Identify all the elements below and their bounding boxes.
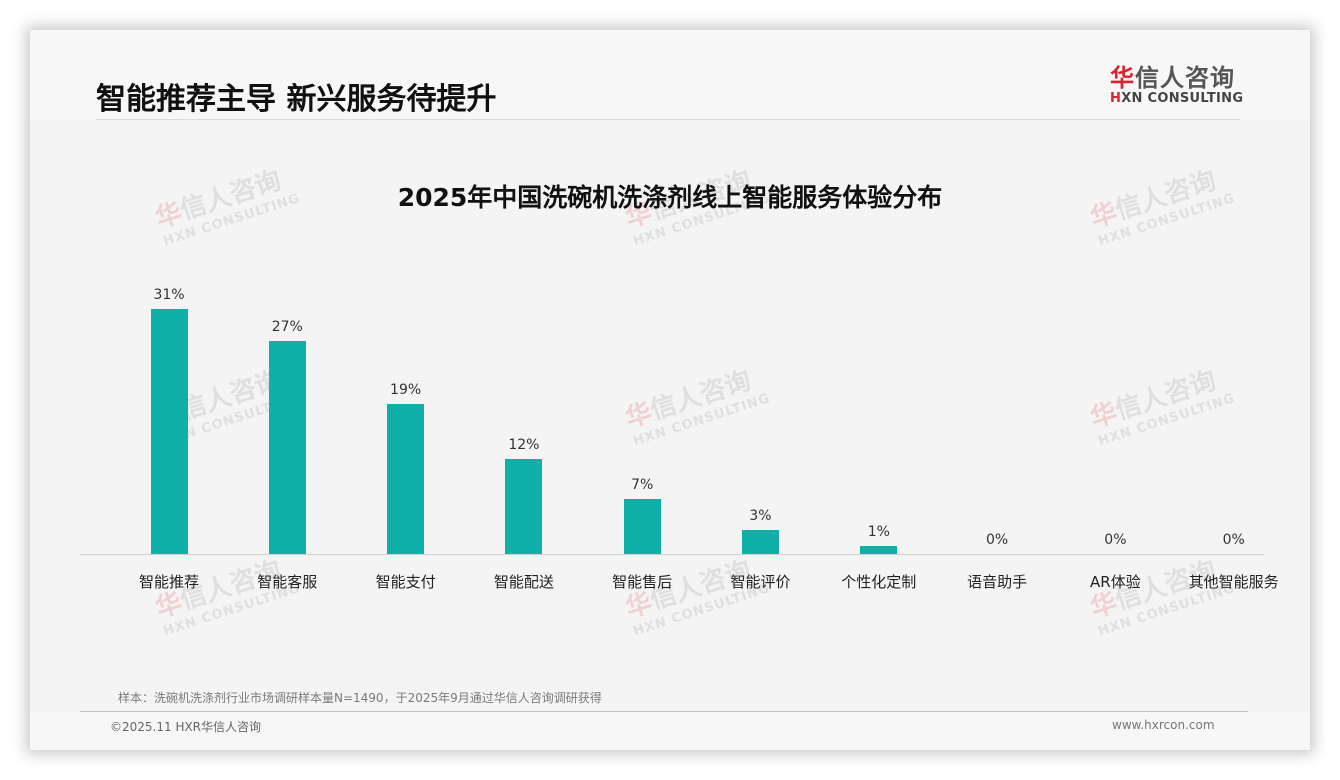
copyright: ©2025.11 HXR华信人咨询: [110, 720, 262, 734]
category-label: 其他智能服务: [1188, 573, 1279, 591]
data-label: 0%: [1104, 532, 1127, 548]
category-label: 智能配送: [493, 573, 554, 591]
category-label: 智能支付: [375, 573, 436, 591]
data-label: 19%: [390, 381, 422, 398]
brand-logo: 华信人咨询 HXN CONSULTING: [1110, 64, 1250, 106]
page-title: 智能推荐主导 新兴服务待提升: [96, 82, 497, 117]
data-label: 31%: [153, 287, 185, 304]
logo-cn-rest: 信人咨询: [1135, 64, 1235, 92]
category-label: 智能评价: [730, 573, 791, 591]
bar: [623, 498, 661, 554]
bar: [387, 403, 425, 554]
bar: [268, 340, 306, 554]
data-label: 3%: [749, 508, 772, 525]
slide: 华信人咨询 HXN CONSULTING 华信人咨询 HXN CONSULTING 华信…: [30, 30, 1310, 750]
category-label: 智能推荐: [138, 573, 199, 591]
bar: [150, 309, 188, 554]
bar: [860, 546, 898, 554]
chart-title: 2025年中国洗碗机洗涤剂线上智能服务体验分布: [397, 183, 943, 212]
data-label: 27%: [271, 318, 303, 335]
data-label: 7%: [631, 476, 654, 493]
logo-en-rest: XN CONSULTING: [1121, 91, 1244, 106]
category-label: 个性化定制: [841, 573, 917, 591]
data-label: 0%: [985, 532, 1009, 548]
data-label: 1%: [867, 524, 890, 541]
category-label: AR体验: [1090, 573, 1141, 591]
footer-divider: [80, 711, 1248, 712]
title-divider: [96, 119, 1240, 120]
bar-chart: 31% 智能推荐 27% 智能客服 19% 智能支付 12% 智能配送 7% 智能售后 3% 智能评价…: [80, 260, 1279, 620]
category-label: 智能售后: [612, 573, 673, 591]
footer-band: [30, 712, 1310, 750]
data-label: 0%: [1222, 532, 1245, 548]
category-label: 语音助手: [967, 573, 1028, 591]
data-label: 12%: [508, 437, 540, 454]
x-axis-line: [80, 554, 1264, 555]
logo-cn: 华信人咨询: [1110, 64, 1250, 92]
category-label: 智能客服: [257, 573, 318, 591]
sample-note: 样本：洗碗机洗涤剂行业市场调研样本量N=1490，于2025年9月通过华信人咨询…: [118, 691, 602, 705]
bar: [505, 459, 543, 554]
website-link[interactable]: www.hxrcon.com: [1112, 718, 1215, 732]
logo-en: HXN CONSULTING: [1110, 91, 1250, 106]
header-band: [30, 30, 1310, 120]
bar: [742, 530, 779, 554]
logo-cn-first: 华: [1110, 64, 1135, 92]
logo-en-first: H: [1110, 91, 1122, 106]
